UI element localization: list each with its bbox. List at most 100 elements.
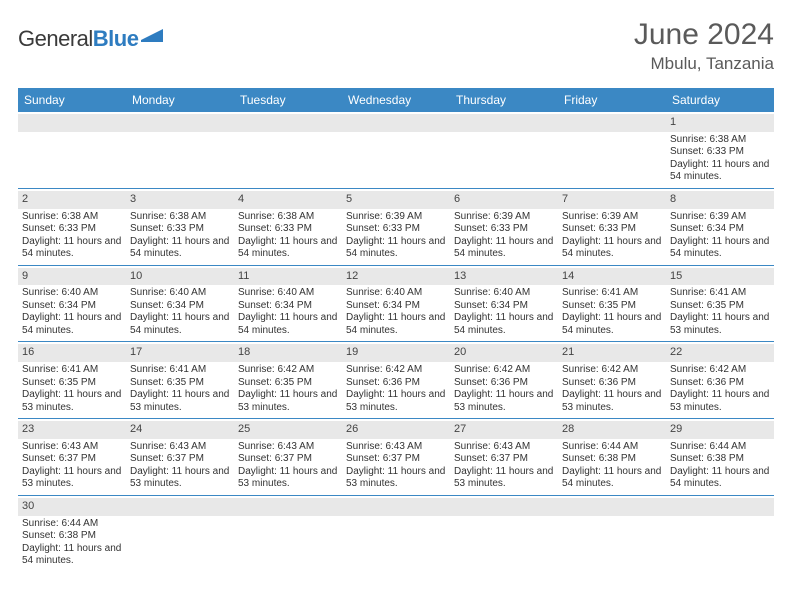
calendar-page: GeneralBlue June 2024 Mbulu, Tanzania Su… [0,0,792,572]
sunrise-text: Sunrise: 6:44 AM [22,518,122,531]
sunrise-text: Sunrise: 6:38 AM [670,134,770,147]
sunset-text: Sunset: 6:33 PM [670,146,770,159]
calendar-cell: 17Sunrise: 6:41 AMSunset: 6:35 PMDayligh… [126,342,234,418]
daylight-text: Daylight: 11 hours and 54 minutes. [22,236,122,261]
day-number [558,498,666,516]
sunrise-text: Sunrise: 6:44 AM [562,441,662,454]
sunrise-text: Sunrise: 6:42 AM [346,364,446,377]
day-number: 25 [234,421,342,439]
day-number [18,114,126,132]
calendar-cell: 14Sunrise: 6:41 AMSunset: 6:35 PMDayligh… [558,266,666,342]
calendar-cell: 27Sunrise: 6:43 AMSunset: 6:37 PMDayligh… [450,419,558,495]
sunrise-text: Sunrise: 6:39 AM [346,211,446,224]
day-number: 10 [126,268,234,286]
daylight-text: Daylight: 11 hours and 53 minutes. [22,389,122,414]
calendar-cell: 10Sunrise: 6:40 AMSunset: 6:34 PMDayligh… [126,266,234,342]
day-number [342,498,450,516]
daylight-text: Daylight: 11 hours and 54 minutes. [130,312,230,337]
day-number: 16 [18,344,126,362]
weekday-header: Sunday Monday Tuesday Wednesday Thursday… [18,88,774,112]
day-number: 15 [666,268,774,286]
sunset-text: Sunset: 6:33 PM [238,223,338,236]
day-number: 21 [558,344,666,362]
sunset-text: Sunset: 6:34 PM [22,300,122,313]
calendar-cell: 12Sunrise: 6:40 AMSunset: 6:34 PMDayligh… [342,266,450,342]
sunset-text: Sunset: 6:37 PM [346,453,446,466]
day-number: 28 [558,421,666,439]
title-block: June 2024 Mbulu, Tanzania [634,18,774,74]
day-number: 3 [126,191,234,209]
daylight-text: Daylight: 11 hours and 54 minutes. [22,543,122,568]
calendar-cell: 19Sunrise: 6:42 AMSunset: 6:36 PMDayligh… [342,342,450,418]
day-number [126,498,234,516]
weekday-label: Friday [558,88,666,112]
sunrise-text: Sunrise: 6:41 AM [130,364,230,377]
month-title: June 2024 [634,18,774,52]
calendar-week: 30Sunrise: 6:44 AMSunset: 6:38 PMDayligh… [18,496,774,572]
sunrise-text: Sunrise: 6:38 AM [130,211,230,224]
sunrise-text: Sunrise: 6:38 AM [238,211,338,224]
calendar-cell-empty [450,112,558,188]
sunset-text: Sunset: 6:33 PM [130,223,230,236]
sunset-text: Sunset: 6:35 PM [670,300,770,313]
day-number: 20 [450,344,558,362]
header: GeneralBlue June 2024 Mbulu, Tanzania [18,18,774,74]
daylight-text: Daylight: 11 hours and 54 minutes. [562,312,662,337]
calendar-cell-empty [234,496,342,572]
sunset-text: Sunset: 6:36 PM [670,377,770,390]
day-number: 26 [342,421,450,439]
sunset-text: Sunset: 6:33 PM [454,223,554,236]
logo-text: GeneralBlue [18,26,138,52]
day-number: 18 [234,344,342,362]
daylight-text: Daylight: 11 hours and 54 minutes. [670,466,770,491]
sunrise-text: Sunrise: 6:41 AM [22,364,122,377]
daylight-text: Daylight: 11 hours and 53 minutes. [346,466,446,491]
sunrise-text: Sunrise: 6:43 AM [454,441,554,454]
day-number: 13 [450,268,558,286]
sunset-text: Sunset: 6:35 PM [130,377,230,390]
calendar-cell: 22Sunrise: 6:42 AMSunset: 6:36 PMDayligh… [666,342,774,418]
sunset-text: Sunset: 6:35 PM [562,300,662,313]
daylight-text: Daylight: 11 hours and 54 minutes. [346,312,446,337]
daylight-text: Daylight: 11 hours and 53 minutes. [454,389,554,414]
day-number: 9 [18,268,126,286]
sunrise-text: Sunrise: 6:40 AM [22,287,122,300]
calendar-week: 16Sunrise: 6:41 AMSunset: 6:35 PMDayligh… [18,342,774,419]
day-number: 19 [342,344,450,362]
daylight-text: Daylight: 11 hours and 54 minutes. [238,312,338,337]
sunrise-text: Sunrise: 6:43 AM [22,441,122,454]
sunset-text: Sunset: 6:37 PM [454,453,554,466]
sunset-text: Sunset: 6:35 PM [238,377,338,390]
daylight-text: Daylight: 11 hours and 53 minutes. [670,312,770,337]
daylight-text: Daylight: 11 hours and 53 minutes. [238,466,338,491]
day-number [666,498,774,516]
sunset-text: Sunset: 6:34 PM [670,223,770,236]
sunset-text: Sunset: 6:33 PM [346,223,446,236]
calendar-cell: 30Sunrise: 6:44 AMSunset: 6:38 PMDayligh… [18,496,126,572]
calendar-week: 2Sunrise: 6:38 AMSunset: 6:33 PMDaylight… [18,189,774,266]
calendar-cell: 8Sunrise: 6:39 AMSunset: 6:34 PMDaylight… [666,189,774,265]
daylight-text: Daylight: 11 hours and 54 minutes. [238,236,338,261]
location: Mbulu, Tanzania [634,54,774,74]
day-number [234,498,342,516]
daylight-text: Daylight: 11 hours and 54 minutes. [670,159,770,184]
calendar-cell-empty [666,496,774,572]
sunrise-text: Sunrise: 6:41 AM [562,287,662,300]
sunrise-text: Sunrise: 6:42 AM [562,364,662,377]
daylight-text: Daylight: 11 hours and 54 minutes. [346,236,446,261]
day-number: 29 [666,421,774,439]
day-number: 1 [666,114,774,132]
daylight-text: Daylight: 11 hours and 54 minutes. [454,236,554,261]
sunrise-text: Sunrise: 6:43 AM [238,441,338,454]
day-number: 14 [558,268,666,286]
calendar-cell-empty [126,112,234,188]
day-number: 5 [342,191,450,209]
calendar-week: 23Sunrise: 6:43 AMSunset: 6:37 PMDayligh… [18,419,774,496]
calendar-cell-empty [342,112,450,188]
sunrise-text: Sunrise: 6:40 AM [346,287,446,300]
calendar-cell: 23Sunrise: 6:43 AMSunset: 6:37 PMDayligh… [18,419,126,495]
sunset-text: Sunset: 6:33 PM [22,223,122,236]
day-number: 7 [558,191,666,209]
daylight-text: Daylight: 11 hours and 54 minutes. [130,236,230,261]
daylight-text: Daylight: 11 hours and 54 minutes. [562,236,662,261]
